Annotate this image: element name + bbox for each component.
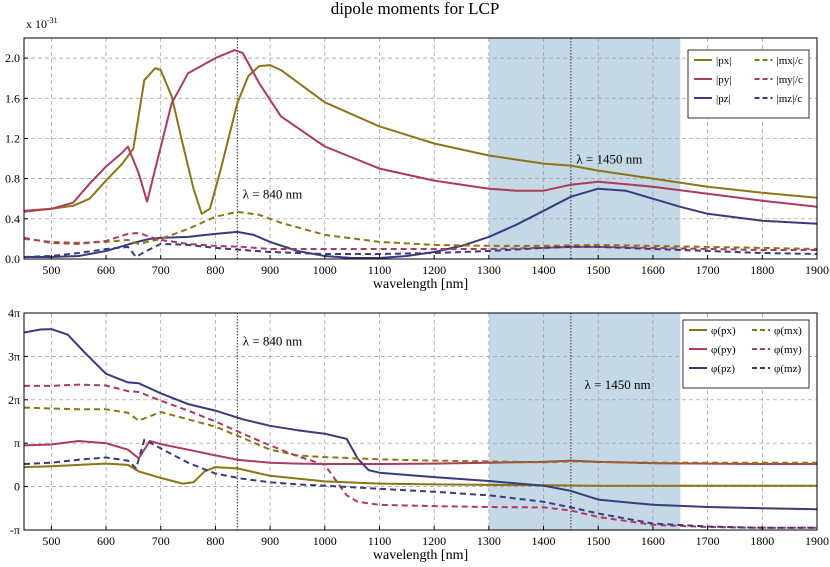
x-axis-label: wavelength [nm] [373,548,468,563]
shaded-region [488,38,681,259]
x-tick-label: 1400 [532,534,556,548]
y-tick-label: 1.6 [5,91,20,105]
series-group [24,49,817,259]
x-tick-label: 1300 [477,534,501,548]
x-tick-label: 800 [206,534,224,548]
shaded-region [488,313,681,530]
legend-box [682,319,810,389]
y-tick-label: 4π [8,306,20,320]
series-line-pz [24,187,817,259]
legend-entry-mx: φ(mx) [774,325,802,337]
magnitude-panel: λ = 840 nm λ = 1450 nm 500 600 700 800 900 1000… [5,37,829,292]
x-tick-label: 1900 [805,263,829,277]
x-tick-label: 1600 [641,263,665,277]
series-group [24,328,817,529]
x-tick-label: 500 [42,263,60,277]
x-tick-label: 800 [206,263,224,277]
y-tick-label: 3π [8,349,20,363]
y-tick-label: 1.2 [5,131,20,145]
x-tick-label: 1000 [313,263,337,277]
wavelength-marker-label: λ = 840 nm [243,334,302,349]
x-tick-label: 1700 [696,263,720,277]
legend-entry-pz: |pz| [716,93,731,105]
legend-entry-my: |my|/c [777,74,804,86]
y-tick-label: 2π [8,393,20,407]
y-tick-label: 2.0 [5,51,20,65]
x-tick-label: 1200 [422,534,446,548]
x-tick-label: 1700 [696,534,720,548]
x-tick-label: 600 [97,263,115,277]
legend-entry-py: |py| [716,74,731,86]
legend-entry-mz: |mz|/c [777,93,803,105]
x-tick-label: 700 [152,534,170,548]
y-scale-factor-label: x 10-31 [26,16,58,31]
legend-entry-mx: |mx|/c [777,55,804,67]
x-axis-label: wavelength [nm] [373,277,468,292]
phase-panel: λ = 840 nm λ = 1450 nm 500 600 700 800 900 1000… [8,306,829,563]
y-tick-label: 0.4 [5,212,20,226]
x-tick-label: 1300 [477,263,501,277]
x-tick-label: 1800 [750,263,774,277]
x-tick-label: 1800 [750,534,774,548]
wavelength-marker-label: λ = 1450 nm [576,152,642,167]
series-line-px [24,64,817,215]
wavelength-marker-label: λ = 1450 nm [585,377,651,392]
series-line-py [24,49,817,213]
series-line-pz [24,328,817,511]
x-tick-label: 1600 [641,534,665,548]
x-tick-label: 1500 [586,263,610,277]
legend-entry-pz: φ(pz) [711,363,735,375]
x-tick-label: 1100 [368,534,392,548]
series-line-mz [24,438,817,529]
legend-entry-mz: φ(mz) [774,363,801,375]
y-tick-label: 0 [14,480,20,494]
series-line-mz [24,242,817,258]
plot-frame [23,37,818,260]
legend-box [687,49,810,119]
series-line-px [24,462,817,487]
x-tick-label: 1100 [368,263,392,277]
x-tick-label: 1500 [586,534,610,548]
x-tick-label: 700 [152,263,170,277]
legend: |px| |py| |pz| |mx|/c |my|/c |mz|/c [687,49,810,119]
y-tick-label: 0.8 [5,172,20,186]
legend-entry-py: φ(py) [711,344,736,356]
x-tick-label: 1200 [422,263,446,277]
series-line-mx [24,210,817,250]
x-tick-label: 1900 [805,534,829,548]
y-tick-label: 0.0 [5,252,20,266]
legend-entry-px: φ(px) [711,325,736,337]
x-tick-label: 1400 [532,263,556,277]
y-tick-label: π [14,436,20,450]
legend-entry-px: |px| [716,55,731,67]
x-tick-label: 600 [97,534,115,548]
y-tick-label: -π [10,523,20,537]
wavelength-marker-label: λ = 840 nm [243,187,302,202]
x-tick-label: 500 [42,534,60,548]
plot-frame [23,312,818,531]
legend-entry-my: φ(my) [774,344,802,356]
figure-title: dipole moments for LCP [331,0,500,18]
x-tick-label: 900 [261,263,279,277]
series-line-mx [24,406,817,464]
x-tick-label: 1000 [313,534,337,548]
x-tick-label: 900 [261,534,279,548]
legend: φ(px) φ(py) φ(pz) φ(mx) φ(my) φ(mz) [682,319,810,389]
series-line-my [24,383,817,529]
